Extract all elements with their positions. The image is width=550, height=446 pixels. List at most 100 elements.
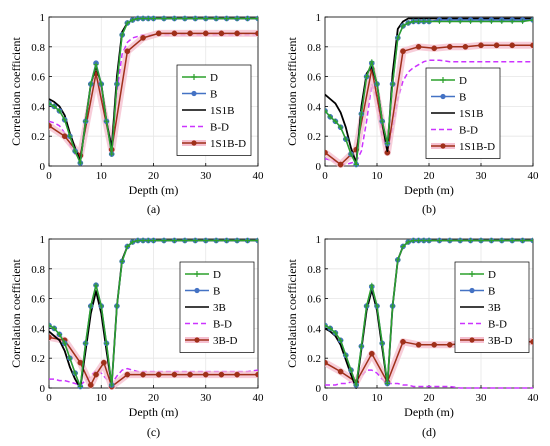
y-axis-label: Correlation coefficient [285,36,299,145]
data-point [130,17,136,23]
data-point [457,18,463,24]
data-point [93,62,99,68]
data-point [140,35,146,41]
data-point [88,81,94,87]
y-tick-label: 0.8 [307,42,321,54]
data-point [446,43,453,50]
data-point [124,48,131,55]
data-point [109,151,115,157]
data-point [436,18,442,24]
data-point [171,30,178,37]
y-tick-label: 0.6 [31,72,45,84]
data-point [72,148,78,154]
data-point [93,282,99,288]
y-tick-label: 0.8 [31,264,45,276]
legend-label: B-D [488,319,507,331]
data-point [343,352,349,358]
y-tick-label: 0.2 [31,131,45,143]
data-point [421,18,427,24]
legend-marker [194,271,200,277]
x-tick-label: 30 [476,170,488,182]
data-point [509,42,516,49]
data-point [416,18,422,24]
plot-area [49,15,258,166]
y-axis-label: Correlation coefficient [9,36,23,145]
data-point [468,237,474,243]
legend-marker [440,143,446,149]
data-point [369,282,375,288]
data-point [213,15,219,21]
y-axis-label: Correlation coefficient [9,258,23,367]
legend-marker [191,140,197,146]
x-tick-label: 40 [253,170,265,182]
x-tick-label: 20 [424,170,436,182]
y-tick-label: 0 [40,383,46,395]
legend-label: B-D [213,319,232,331]
x-tick-label: 20 [424,392,436,404]
data-point [415,43,422,50]
data-point [478,18,484,24]
data-point [161,15,167,21]
data-point [509,18,515,24]
y-tick-label: 0.6 [31,294,45,306]
legend-marker [194,287,200,294]
data-point [114,81,120,87]
data-point [530,338,533,345]
x-axis-label: Depth (m) [404,405,454,419]
data-point [145,15,151,21]
data-point [426,18,432,24]
data-point [155,371,162,378]
data-point [436,237,442,243]
legend-marker [469,271,475,277]
chart-panel-c: 0 10 20 30 40 0 0.2 0.4 0.6 0.8 1 Depth (m) Correlat… [9,234,264,439]
series-line [49,367,258,386]
y-tick-label: 0.4 [307,323,321,335]
data-point [488,18,494,24]
series-line [325,59,533,166]
data-point [187,371,193,378]
data-point [77,160,83,166]
legend-label: B [210,89,217,101]
data-point [140,237,146,243]
x-tick-label: 20 [148,392,160,404]
data-point [192,237,198,243]
data-point [384,141,390,147]
data-point [332,118,338,124]
y-tick-label: 0.2 [31,353,45,365]
legend-label: D [459,75,467,87]
data-point [203,15,209,21]
data-point [114,303,120,309]
data-point [245,237,251,243]
data-point [255,30,258,37]
data-point [499,18,505,24]
data-point [140,371,146,378]
x-axis-label: Depth (m) [129,405,179,419]
data-point [98,303,104,309]
data-point [358,111,364,117]
data-point [171,237,177,243]
data-point [447,237,453,243]
data-point [478,237,484,243]
data-point [447,18,453,24]
data-point [62,340,68,346]
data-point [325,108,328,114]
data-point [151,237,156,243]
data-point [395,257,401,263]
y-tick-label: 0.4 [31,101,45,113]
data-point [509,237,515,243]
data-point [56,331,62,337]
data-point [72,370,78,376]
data-point [327,114,333,120]
data-point [374,81,380,87]
data-point [255,15,258,21]
data-point [369,59,375,65]
data-point [327,325,333,331]
data-point [446,341,453,348]
legend-marker [440,77,446,83]
data-point [224,15,230,21]
data-point [353,382,359,388]
data-point [530,237,533,243]
data-point [416,237,422,243]
data-point [379,340,385,346]
data-point [124,243,130,249]
